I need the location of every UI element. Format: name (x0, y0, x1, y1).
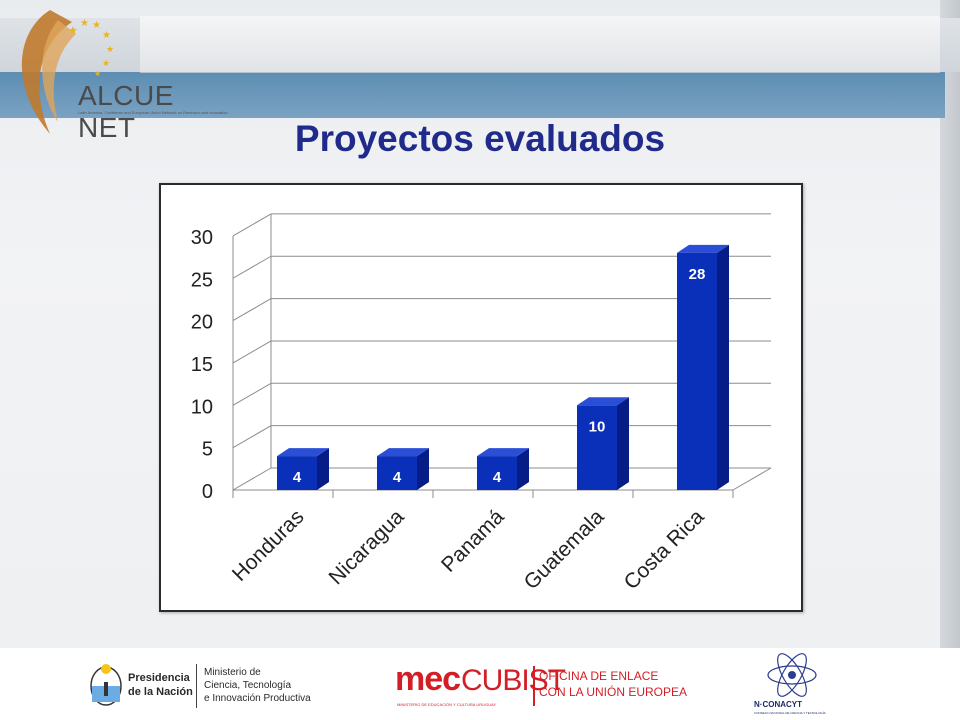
gridline-connector (232, 255, 272, 279)
presidencia-line2: de la Nación (128, 686, 193, 698)
presidencia-line1: Presidencia (128, 672, 190, 684)
oficina-line1: OFICINA DE ENLACE (539, 669, 659, 683)
bar (677, 252, 717, 490)
bar-top (377, 448, 429, 457)
bar (577, 405, 617, 490)
conacyt-subtitle: CONSEJO NACIONAL DE CIENCIA Y TECNOLOGÍA (754, 711, 826, 715)
header-panel (140, 16, 940, 73)
bar-top (677, 244, 729, 253)
right-edge-panel (940, 0, 960, 648)
presidencia-logo: Presidencia de la Nación Ministerio de C… (78, 660, 318, 712)
y-tick-label: 0 (202, 481, 213, 503)
chart-container: 0 5 10 15 20 25 30 Honduras Nicaragua Panamá Guate… (159, 183, 803, 612)
alcue-net-logo: ★ ★ ★ ★ ★ ★ ★ ALCUE NET Latin America, C… (10, 2, 228, 143)
gridline-connector (232, 213, 272, 237)
y-tick-label: 20 (191, 312, 213, 334)
divider (196, 664, 197, 708)
mec-cubist-logo: mec CUBIST MINISTERIO DE EDUCACIÓN Y CUL… (395, 660, 687, 708)
y-tick-label: 30 (191, 227, 213, 249)
gridline-connector (232, 298, 272, 322)
gridline-connector (232, 382, 272, 406)
bar-side (717, 244, 729, 490)
svg-text:★: ★ (94, 69, 101, 78)
data-label: 4 (493, 469, 502, 486)
gridline-connector (232, 467, 272, 491)
bar-side (417, 448, 429, 490)
x-tick-label: Nicaragua (325, 505, 409, 589)
bar (477, 456, 517, 490)
data-label: 10 (589, 418, 606, 435)
bar-side (317, 448, 329, 490)
cubist-text: CUBIST (461, 664, 566, 697)
data-label: 4 (393, 469, 402, 486)
ministerio-line1: Ministerio de (204, 667, 261, 678)
mec-subtitle: MINISTERIO DE EDUCACIÓN Y CULTURA URUGUA… (397, 702, 497, 707)
svg-text:★: ★ (92, 20, 101, 31)
ministerio-line3: e Innovación Productiva (204, 693, 311, 704)
mec-divider (533, 666, 535, 706)
argentina-shield-icon (90, 664, 122, 706)
y-tick-label: 15 (191, 354, 213, 376)
y-tick-label: 10 (191, 396, 213, 418)
gridline-connector (232, 425, 272, 449)
conacyt-text: N·CONACYT (754, 700, 802, 709)
gridline-connector (232, 340, 272, 364)
logo-title: ALCUE NET (78, 80, 174, 143)
svg-text:★: ★ (102, 58, 110, 68)
y-tick-label: 5 (202, 439, 213, 461)
x-tick-label: Guatemala (520, 505, 609, 594)
bar-top (477, 448, 529, 457)
oficina-line2: CON LA UNIÓN EUROPEA (539, 685, 688, 699)
logo-subtitle: Latin America, Caribbean and European Un… (78, 110, 228, 115)
page-title: Proyectos evaluados (294, 118, 666, 159)
bar-side (517, 448, 529, 490)
bar-chart: 0 5 10 15 20 25 30 Honduras Nicaragua Panamá Guate… (191, 213, 772, 594)
bar (277, 456, 317, 490)
ministerio-line2: Ciencia, Tecnología (204, 680, 292, 691)
svg-text:★: ★ (102, 30, 111, 41)
floor-edge (732, 467, 772, 491)
data-label: 28 (689, 266, 706, 283)
bar-top (277, 448, 329, 457)
bar-top (577, 397, 629, 406)
alcue-swoosh-icon: ★ ★ ★ ★ ★ ★ ★ (21, 10, 114, 134)
atom-icon (767, 653, 817, 697)
y-tick-label: 25 (191, 269, 213, 291)
mec-text: mec (395, 660, 461, 698)
header-blue-band (0, 72, 945, 118)
svg-text:★: ★ (80, 18, 89, 29)
data-label: 4 (293, 469, 302, 486)
svg-text:★: ★ (68, 25, 78, 37)
x-tick-label: Panamá (437, 505, 509, 577)
bar (377, 456, 417, 490)
x-tick-label: Costa Rica (620, 505, 709, 594)
bar-side (617, 397, 629, 490)
x-tick-label: Honduras (228, 505, 309, 586)
conacyt-logo: N·CONACYT CONSEJO NACIONAL DE CIENCIA Y … (750, 652, 835, 718)
svg-text:★: ★ (106, 44, 114, 54)
